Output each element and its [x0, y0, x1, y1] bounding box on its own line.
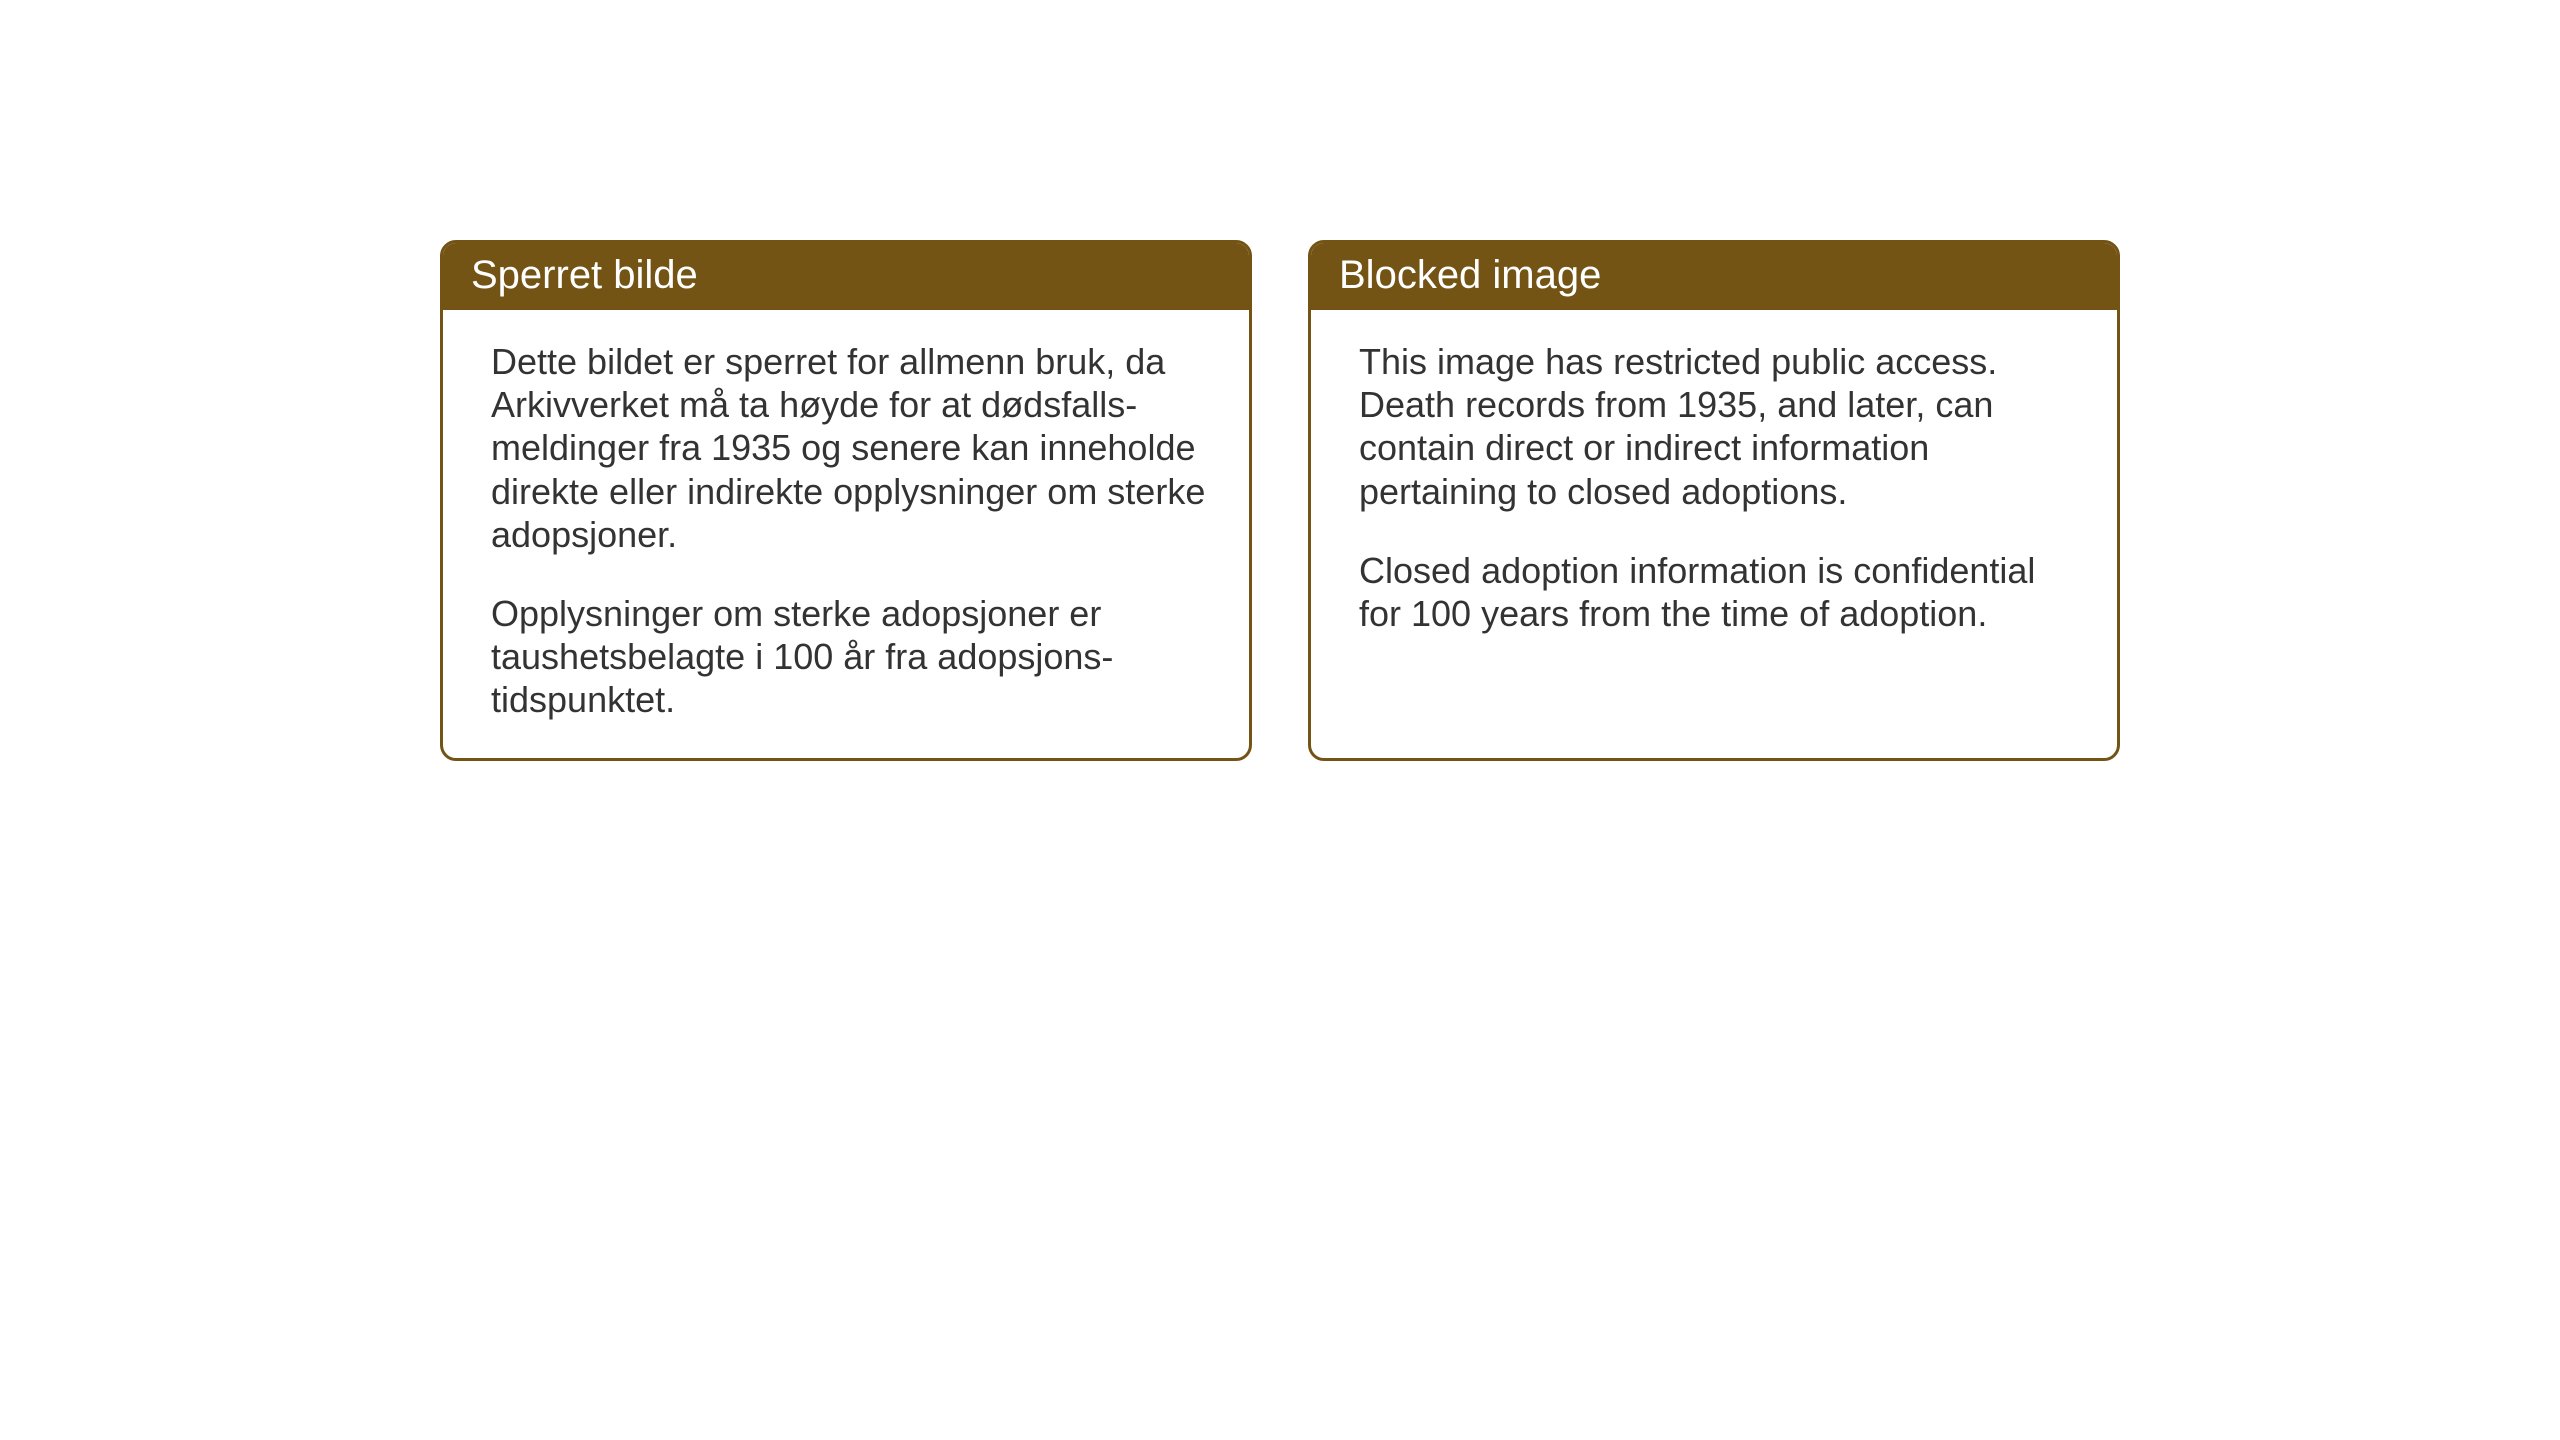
notice-panels-container: Sperret bilde Dette bildet er sperret fo…: [440, 240, 2120, 761]
norwegian-paragraph-1: Dette bildet er sperret for allmenn bruk…: [491, 340, 1213, 556]
english-panel-title: Blocked image: [1311, 243, 2117, 310]
norwegian-panel-body: Dette bildet er sperret for allmenn bruk…: [443, 310, 1249, 758]
english-notice-panel: Blocked image This image has restricted …: [1308, 240, 2120, 761]
english-paragraph-2: Closed adoption information is confident…: [1359, 549, 2081, 635]
english-paragraph-1: This image has restricted public access.…: [1359, 340, 2081, 513]
english-panel-body: This image has restricted public access.…: [1311, 310, 2117, 731]
norwegian-notice-panel: Sperret bilde Dette bildet er sperret fo…: [440, 240, 1252, 761]
norwegian-panel-title: Sperret bilde: [443, 243, 1249, 310]
norwegian-paragraph-2: Opplysninger om sterke adopsjoner er tau…: [491, 592, 1213, 722]
